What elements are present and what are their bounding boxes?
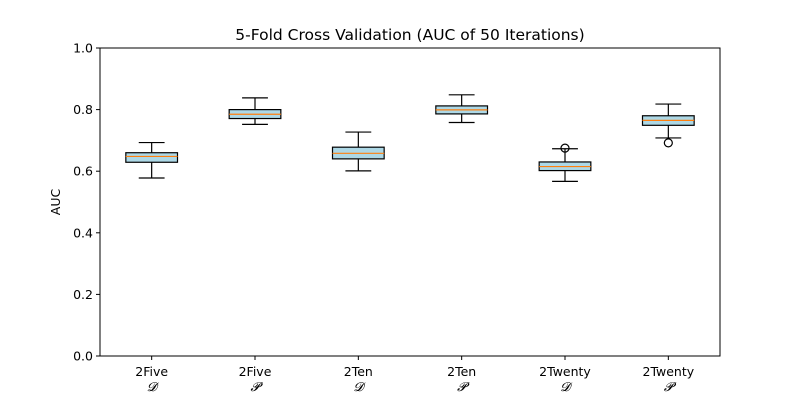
y-tick-label: 0.8 bbox=[73, 102, 93, 117]
y-axis-label: AUC bbox=[48, 189, 63, 216]
x-tick-sublabel: 𝓓 bbox=[560, 379, 573, 394]
plot-frame bbox=[99, 47, 721, 357]
x-tick-label: 2Twenty bbox=[539, 364, 591, 379]
y-tick-label: 0.6 bbox=[73, 164, 93, 179]
x-tick-label: 2Ten bbox=[344, 364, 373, 379]
y-tick-label: 0.2 bbox=[73, 287, 93, 302]
x-tick-label: 2Twenty bbox=[643, 364, 695, 379]
y-tick-label: 0.0 bbox=[73, 349, 93, 364]
x-tick-label: 2Ten bbox=[447, 364, 476, 379]
chart-title: 5-Fold Cross Validation (AUC of 50 Itera… bbox=[235, 26, 584, 44]
x-tick-sublabel: 𝓓 bbox=[354, 379, 367, 394]
y-tick-label: 1.0 bbox=[73, 41, 93, 56]
x-tick-label: 2Five bbox=[135, 364, 168, 379]
x-tick-sublabel: 𝓟 bbox=[457, 379, 470, 394]
x-tick-sublabel: 𝓟 bbox=[250, 379, 263, 394]
y-tick-label: 0.4 bbox=[73, 225, 93, 240]
x-tick-sublabel: 𝓟 bbox=[664, 379, 677, 394]
outlier-point bbox=[663, 138, 673, 148]
x-tick-sublabel: 𝓓 bbox=[147, 379, 160, 394]
outlier-point bbox=[560, 143, 570, 153]
box bbox=[125, 152, 179, 163]
x-tick-label: 2Five bbox=[239, 364, 272, 379]
plot-area: 0.00.20.40.60.81.02Five𝓓2Five𝓟2Ten𝓓2Ten𝓟… bbox=[73, 41, 695, 394]
